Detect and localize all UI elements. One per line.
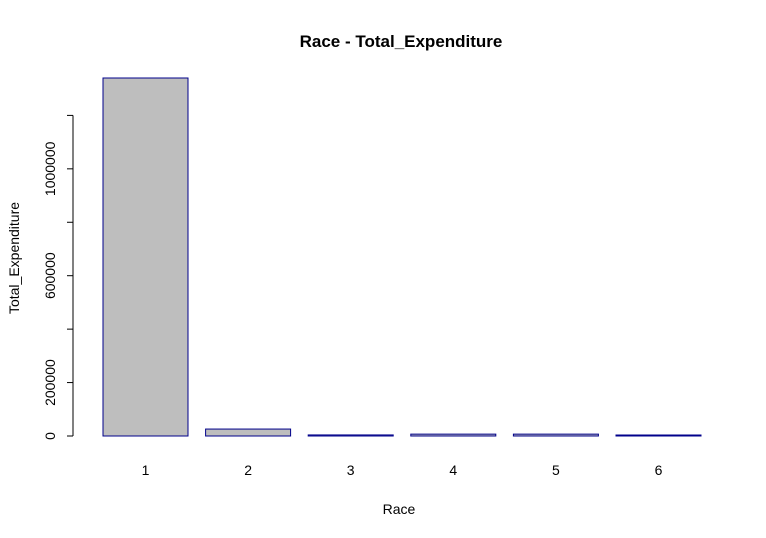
bar-3 bbox=[307, 434, 394, 437]
y-axis: 0 200000 600000 1000000 bbox=[42, 114, 74, 440]
x-tick-label-2: 2 bbox=[244, 462, 252, 478]
y-tick-label: 0 bbox=[42, 432, 58, 440]
y-axis-label: Total_Expenditure bbox=[6, 202, 22, 314]
bars-group bbox=[102, 77, 702, 437]
y-tick-label: 600000 bbox=[42, 252, 58, 299]
x-tick-label-3: 3 bbox=[347, 462, 355, 478]
bar-4 bbox=[410, 433, 497, 437]
x-tick-label-5: 5 bbox=[552, 462, 560, 478]
bar-5 bbox=[512, 433, 599, 437]
y-tick-label: 1000000 bbox=[42, 141, 58, 196]
x-tick-labels: 1 2 3 4 5 6 bbox=[142, 462, 663, 478]
x-tick-label-6: 6 bbox=[655, 462, 663, 478]
bar-1 bbox=[102, 77, 189, 437]
x-tick-label-4: 4 bbox=[449, 462, 457, 478]
bar-6 bbox=[615, 434, 702, 437]
bar-2 bbox=[205, 428, 292, 437]
y-tick-label: 200000 bbox=[42, 359, 58, 406]
x-tick-label-1: 1 bbox=[142, 462, 150, 478]
x-axis-label: Race bbox=[383, 501, 416, 517]
chart-title: Race - Total_Expenditure bbox=[300, 32, 503, 51]
